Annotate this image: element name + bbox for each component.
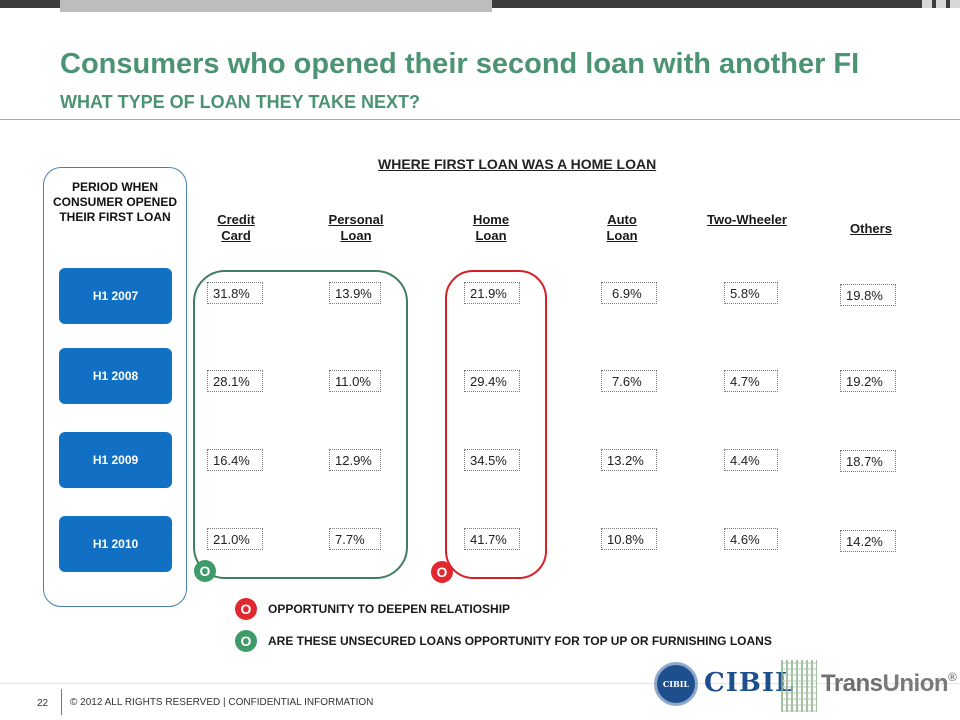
highlight-oval-unsecured [193, 270, 408, 579]
footer-separator [61, 689, 62, 715]
legend-text-deepen: OPPORTUNITY TO DEEPEN RELATIOSHIP [268, 602, 511, 616]
col-header-text: Personal Loan [328, 212, 384, 243]
period-item-h1-2009[interactable]: H1 2009 [59, 432, 172, 488]
cell-personal-loan-h1-2007: 13.9% [329, 282, 381, 304]
col-header-text: Others [850, 221, 892, 236]
cell-credit-card-h1-2009: 16.4% [207, 449, 263, 471]
cibil-seal-logo: CIBIL [654, 662, 698, 706]
cell-two-wheeler-h1-2009: 4.4% [724, 449, 778, 471]
cell-auto-loan-h1-2007: 6.9% [601, 282, 657, 304]
cell-home-loan-h1-2008: 29.4% [464, 370, 520, 392]
period-item-h1-2010[interactable]: H1 2010 [59, 516, 172, 572]
cell-personal-loan-h1-2008: 11.0% [329, 370, 381, 392]
cell-two-wheeler-h1-2010: 4.6% [724, 528, 778, 550]
period-item-h1-2007[interactable]: H1 2007 [59, 268, 172, 324]
col-header-text: Credit Card [217, 212, 255, 243]
cell-two-wheeler-h1-2007: 5.8% [724, 282, 778, 304]
transunion-logo-part: Union [882, 670, 949, 697]
section-heading: WHERE FIRST LOAN WAS A HOME LOAN [378, 156, 657, 172]
registered-mark: ® [948, 670, 957, 684]
cell-auto-loan-h1-2009: 13.2% [601, 449, 657, 471]
cell-credit-card-h1-2007: 31.8% [207, 282, 263, 304]
cell-personal-loan-h1-2010: 7.7% [329, 528, 381, 550]
legend-marker-green: O [235, 630, 257, 652]
col-header-text: Auto Loan [606, 212, 638, 243]
col-header-two-wheeler: Two-Wheeler [707, 212, 787, 228]
cell-others-h1-2007: 19.8% [840, 284, 896, 306]
cell-personal-loan-h1-2009: 12.9% [329, 449, 381, 471]
footer-copyright: © 2012 ALL RIGHTS RESERVED | CONFIDENTIA… [70, 697, 374, 708]
period-item-h1-2008[interactable]: H1 2008 [59, 348, 172, 404]
cell-auto-loan-h1-2008: 7.6% [601, 370, 657, 392]
period-label: PERIOD WHEN CONSUMER OPENED THEIR FIRST … [52, 180, 177, 224]
cell-auto-loan-h1-2010: 10.8% [601, 528, 657, 550]
col-header-others: Others [842, 221, 900, 237]
footer-divider [0, 683, 960, 684]
transunion-pattern-icon [781, 660, 817, 712]
page-number: 22 [37, 698, 49, 709]
col-header-home-loan: Home Loan [461, 212, 521, 244]
highlight-oval-home-loan [445, 270, 547, 579]
cell-two-wheeler-h1-2008: 4.7% [724, 370, 778, 392]
transunion-logo-part: Trans [821, 670, 883, 697]
cell-others-h1-2008: 19.2% [840, 370, 896, 392]
transunion-logo: TransUnion® [821, 670, 957, 698]
cell-home-loan-h1-2007: 21.9% [464, 282, 520, 304]
col-header-text: Two-Wheeler [707, 212, 787, 227]
col-header-auto-loan: Auto Loan [596, 212, 648, 244]
cibil-wordmark-logo: CIBIL [704, 668, 795, 698]
cell-home-loan-h1-2010: 41.7% [464, 528, 520, 550]
legend-marker-red: O [235, 598, 257, 620]
marker-red-o: O [431, 561, 453, 583]
slide-subtitle: WHAT TYPE OF LOAN THEY TAKE NEXT? [60, 92, 420, 112]
title-divider [0, 119, 960, 120]
slide-title: Consumers who opened their second loan w… [60, 48, 860, 80]
top-bar-accent [60, 0, 492, 12]
legend-text-unsecured: ARE THESE UNSECURED LOANS OPPORTUNITY FO… [268, 634, 772, 648]
top-bar-blocks [922, 0, 960, 8]
col-header-credit-card: Credit Card [210, 212, 262, 244]
col-header-text: Home Loan [472, 212, 510, 243]
cell-home-loan-h1-2009: 34.5% [464, 449, 520, 471]
cell-credit-card-h1-2008: 28.1% [207, 370, 263, 392]
cell-others-h1-2010: 14.2% [840, 530, 896, 552]
period-panel [43, 167, 187, 607]
col-header-personal-loan: Personal Loan [320, 212, 392, 244]
cell-others-h1-2009: 18.7% [840, 450, 896, 472]
cell-credit-card-h1-2010: 21.0% [207, 528, 263, 550]
marker-green-o: O [194, 560, 216, 582]
